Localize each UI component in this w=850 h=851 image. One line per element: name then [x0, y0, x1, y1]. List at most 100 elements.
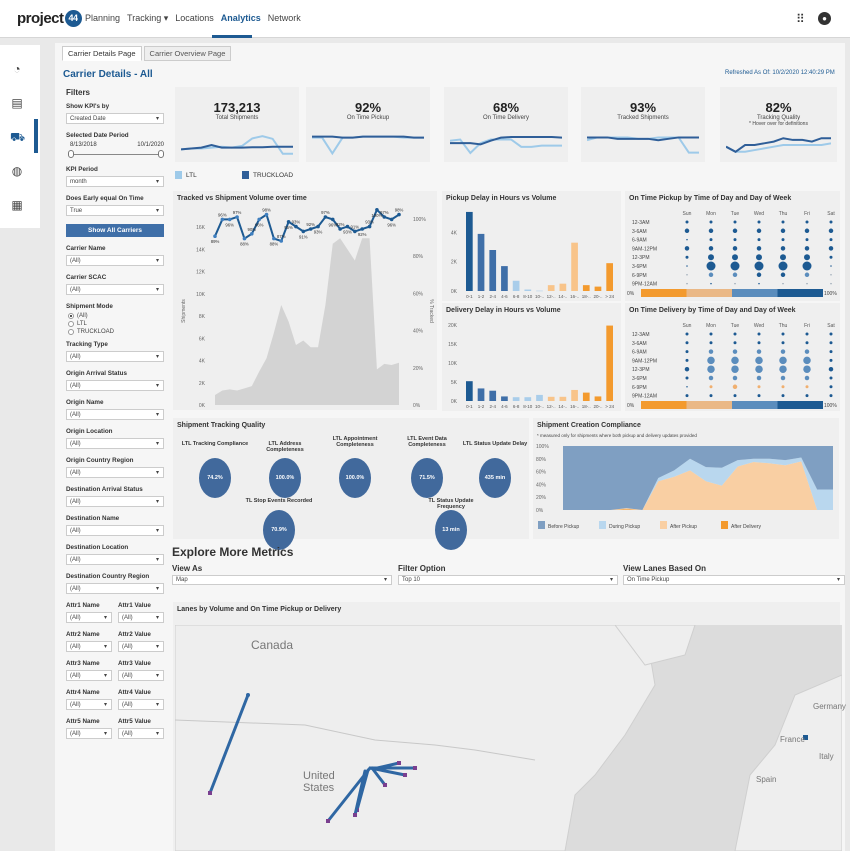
tab-carrier-overview[interactable]: Carrier Overview Page [143, 46, 232, 61]
tracking-type-select[interactable]: (All) [66, 351, 164, 362]
tracked-point[interactable] [316, 224, 320, 229]
heat-dot[interactable] [708, 272, 714, 278]
heat-dot[interactable] [805, 394, 809, 398]
heat-dot[interactable] [732, 384, 738, 390]
heat-dot[interactable] [805, 220, 809, 224]
heat-dot[interactable] [755, 365, 763, 373]
heat-dot[interactable] [804, 228, 810, 234]
heat-dot[interactable] [757, 341, 761, 345]
nav-planning[interactable]: Planning [85, 13, 121, 23]
heat-dot[interactable] [732, 375, 738, 381]
heat-dot[interactable] [804, 246, 810, 251]
bar[interactable] [594, 396, 602, 401]
heat-dot[interactable] [755, 356, 763, 365]
heat-dot[interactable] [781, 341, 785, 345]
shipment-mode-radio-truckload[interactable]: TRUCKLOAD [68, 329, 168, 335]
heat-dot[interactable] [732, 228, 738, 234]
destination-name-select[interactable]: (All) [66, 525, 164, 536]
tracked-point[interactable] [220, 217, 225, 222]
lane-endpoint[interactable] [413, 766, 417, 770]
lane-endpoint[interactable] [403, 773, 407, 777]
heat-dot[interactable] [780, 246, 786, 251]
heat-dot[interactable] [709, 341, 713, 345]
metric-value-circle[interactable]: 70.9% [263, 510, 295, 550]
heat-dot[interactable] [782, 282, 784, 285]
area-before-pickup[interactable] [563, 446, 833, 510]
heat-dot[interactable] [685, 350, 689, 354]
heat-dot[interactable] [829, 350, 833, 354]
heat-dot[interactable] [781, 385, 785, 389]
area-after-pickup[interactable] [563, 461, 833, 510]
heat-dot[interactable] [804, 375, 810, 381]
heat-dot[interactable] [778, 261, 788, 271]
tracked-point[interactable] [389, 217, 394, 222]
heat-dot[interactable] [685, 341, 689, 345]
show-all-carriers-button[interactable]: Show All Carriers [66, 224, 164, 237]
lane-line[interactable] [370, 766, 387, 787]
heat-dot[interactable] [756, 246, 762, 251]
heat-dot[interactable] [708, 246, 714, 251]
origin-name-select[interactable]: (All) [66, 409, 164, 420]
tracked-point[interactable] [279, 239, 284, 243]
bar[interactable] [571, 242, 578, 291]
bar[interactable] [466, 381, 473, 401]
heat-dot[interactable] [804, 272, 810, 278]
bar[interactable] [489, 250, 497, 291]
lane-endpoint[interactable] [397, 761, 401, 765]
kpi-card[interactable]: 173,213 Total Shipments [175, 87, 299, 162]
heat-dot[interactable] [730, 261, 740, 271]
heat-dot[interactable] [708, 349, 714, 354]
tracked-point[interactable] [345, 224, 350, 229]
heat-dot[interactable] [828, 228, 834, 234]
bar[interactable] [536, 394, 543, 401]
destination-location-select[interactable]: (All) [66, 554, 164, 565]
tracked-point[interactable] [308, 227, 313, 231]
heat-dot[interactable] [734, 282, 736, 285]
lane-origin[interactable] [246, 693, 250, 697]
heat-dot[interactable] [829, 385, 833, 389]
heat-dot[interactable] [733, 332, 737, 336]
lane-line[interactable] [208, 693, 250, 795]
area-during-pickup[interactable] [563, 457, 833, 510]
metric-value-circle[interactable]: 13 min [435, 510, 467, 550]
attr5-name-select[interactable]: (All) [66, 728, 112, 739]
tracked-point[interactable] [375, 208, 379, 212]
bar[interactable] [606, 263, 613, 291]
heat-dot[interactable] [733, 238, 737, 242]
heat-dot[interactable] [686, 238, 688, 241]
heat-dot[interactable] [829, 220, 833, 224]
heat-dot[interactable] [757, 385, 761, 389]
heat-dot[interactable] [780, 228, 786, 234]
bar[interactable] [582, 285, 590, 291]
heat-dot[interactable] [829, 376, 833, 380]
heat-dot[interactable] [706, 261, 716, 271]
slider-end-handle[interactable] [158, 150, 164, 158]
tracked-point[interactable] [353, 229, 357, 234]
heat-dot[interactable] [828, 366, 834, 372]
kpi-card[interactable]: 68% On Time Delivery [444, 87, 568, 162]
heat-dot[interactable] [686, 274, 688, 276]
metric-value-circle[interactable]: 74.2% [199, 458, 231, 498]
bar[interactable] [606, 325, 613, 401]
heat-dot[interactable] [756, 375, 762, 381]
tracked-point[interactable] [397, 212, 401, 217]
heat-dot[interactable] [806, 282, 808, 285]
kpi-card[interactable]: 93% Tracked Shipments [581, 87, 705, 162]
heat-dot[interactable] [754, 261, 764, 271]
heat-dot[interactable] [829, 341, 833, 345]
attr3-name-select[interactable]: (All) [66, 670, 112, 681]
heat-dot[interactable] [709, 332, 713, 336]
heat-dot[interactable] [757, 220, 761, 224]
tab-carrier-details[interactable]: Carrier Details Page [62, 46, 142, 61]
heat-dot[interactable] [830, 265, 832, 267]
lane-line[interactable] [353, 769, 367, 817]
destination-arrival-status-select[interactable]: (All) [66, 496, 164, 507]
attr2-name-select[interactable]: (All) [66, 641, 112, 652]
origin-country-region-select[interactable]: (All) [66, 467, 164, 478]
attr3-value-select[interactable]: (All) [118, 670, 164, 681]
truck-icon[interactable]: ⛟ [10, 130, 26, 144]
origin-arrival-status-select[interactable]: (All) [66, 380, 164, 391]
heat-dot[interactable] [780, 349, 786, 354]
heat-dot[interactable] [733, 341, 737, 345]
kpi-period-select[interactable]: month [66, 176, 164, 187]
